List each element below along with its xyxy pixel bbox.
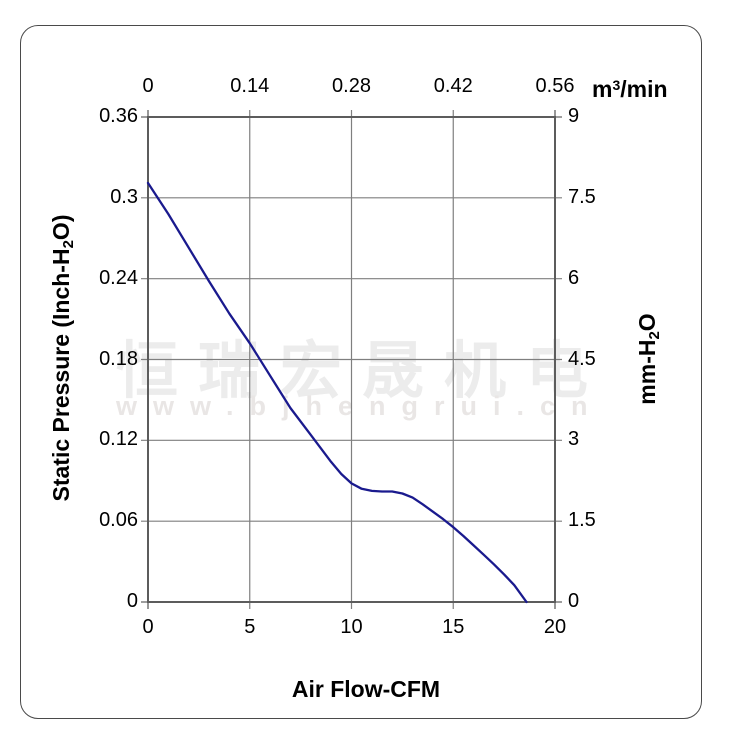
y-right-tick-label: 7.5 <box>568 185 596 208</box>
y-right-tick-label: 4.5 <box>568 347 596 370</box>
y-left-tick-label: 0.12 <box>99 428 138 451</box>
top-axis-unit-label: m3/min <box>592 72 668 102</box>
x-axis-title: Air Flow-CFM <box>291 676 441 702</box>
y-left-title-pre: Static Pressure (Inch-H <box>48 248 74 502</box>
x-axis-tick-label: 20 <box>543 616 567 638</box>
top-axis-unit-pre: m <box>592 76 613 102</box>
pq-curve <box>146 181 528 604</box>
y-left-tick-label: 0 <box>126 590 138 612</box>
y-right-title-post: O <box>634 313 660 332</box>
y-right-tick-label: 6 <box>568 266 580 289</box>
x-axis-tick-label: 0 <box>142 616 154 638</box>
y-left-title-subscript: 2 <box>60 240 77 249</box>
x-axis-tick-label: 10 <box>340 616 363 638</box>
x-axis-tick-label: 5 <box>244 616 256 638</box>
top-axis-unit-post: /min <box>620 76 668 102</box>
y-left-tick-label: 0.36 <box>99 105 138 127</box>
top-axis-unit-superscript: 3 <box>612 77 621 93</box>
y-right-axis-title: mm-H2O <box>634 109 663 609</box>
y-right-title-pre: mm-H <box>634 339 660 405</box>
y-right-tick-label: 1.5 <box>568 509 596 532</box>
y-left-tick-label: 0.3 <box>110 185 138 208</box>
y-left-tick-label: 0.06 <box>99 509 138 532</box>
top-axis-tick-label: 0 <box>142 75 154 97</box>
y-left-tick-label: 0.24 <box>99 266 138 289</box>
y-left-title-post: O) <box>48 214 74 241</box>
plot-border <box>147 116 556 603</box>
y-right-tick-label: 0 <box>568 590 580 612</box>
y-right-tick-label: 3 <box>568 428 580 451</box>
y-left-axis-title: Static Pressure (Inch-H2O) <box>48 108 77 608</box>
top-axis-tick-label: 0.28 <box>332 75 371 97</box>
x-axis-tick-label: 15 <box>442 616 465 638</box>
top-axis-tick-label: 0.42 <box>433 75 473 97</box>
top-axis-tick-label: 0.56 <box>535 75 575 97</box>
rounded-panel-border <box>20 25 702 719</box>
y-right-tick-label: 9 <box>568 105 580 127</box>
y-right-title-subscript: 2 <box>646 331 663 340</box>
top-axis-tick-label: 0.14 <box>230 75 270 97</box>
y-left-tick-label: 0.18 <box>99 347 138 370</box>
